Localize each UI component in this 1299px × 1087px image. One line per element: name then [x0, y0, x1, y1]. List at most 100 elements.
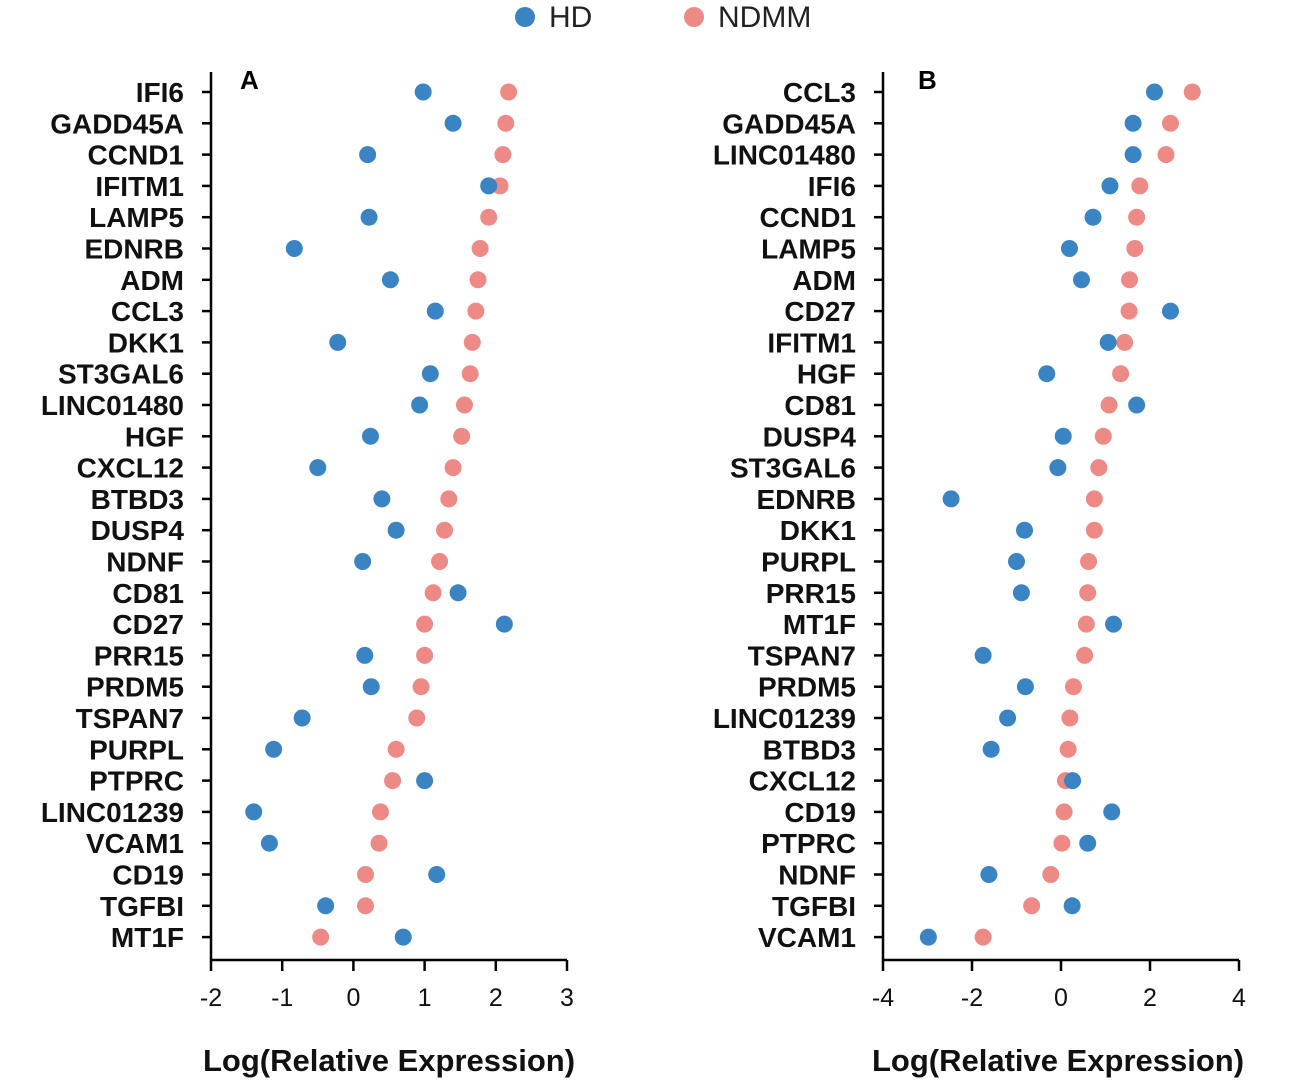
y-tick-label-ccl3: CCL3: [783, 77, 856, 108]
point-ndmm-hgf: [453, 428, 470, 445]
point-ndmm-tgfbi: [357, 897, 374, 914]
point-hd-tgfbi: [1064, 897, 1081, 914]
point-ndmm-st3gal6: [462, 365, 479, 382]
point-hd-dusp4: [1055, 428, 1072, 445]
point-ndmm-linc01239: [372, 803, 389, 820]
legend-marker-hd: [515, 7, 535, 27]
point-hd-ptprc: [1079, 835, 1096, 852]
point-ndmm-vcam1: [371, 835, 388, 852]
point-hd-tgfbi: [317, 897, 334, 914]
point-hd-ccl3: [1146, 84, 1163, 101]
point-hd-cd27: [496, 616, 513, 633]
y-tick-label-linc01239: LINC01239: [41, 797, 184, 828]
point-hd-ndnf: [980, 866, 997, 883]
y-tick-label-cd19: CD19: [784, 797, 856, 828]
y-tick-label-btbd3: BTBD3: [91, 484, 184, 515]
y-tick-label-ednrb: EDNRB: [84, 234, 184, 265]
point-hd-cd81: [1128, 397, 1145, 414]
point-ndmm-tspan7: [408, 710, 425, 727]
point-hd-ptprc: [416, 772, 433, 789]
point-ndmm-ednrb: [1086, 490, 1103, 507]
y-tick-label-tspan7: TSPAN7: [76, 703, 184, 734]
point-ndmm-cd19: [1056, 803, 1073, 820]
point-hd-cxcl12: [309, 459, 326, 476]
point-ndmm-cd81: [1101, 397, 1118, 414]
x-tick-label-0: 0: [1054, 984, 1068, 1012]
y-tick-label-dkk1: DKK1: [780, 515, 856, 546]
point-hd-linc01239: [245, 803, 262, 820]
point-hd-prr15: [1013, 584, 1030, 601]
y-tick-label-gadd45a: GADD45A: [722, 108, 856, 139]
y-tick-label-vcam1: VCAM1: [758, 922, 856, 953]
point-ndmm-ednrb: [472, 240, 489, 257]
y-tick-label-hgf: HGF: [797, 359, 856, 390]
legend: HD NDMM: [515, 1, 811, 34]
point-ndmm-cd27: [1121, 303, 1138, 320]
point-hd-ifitm1: [1100, 334, 1117, 351]
y-tick-label-cd81: CD81: [784, 390, 856, 421]
point-hd-cd19: [1103, 803, 1120, 820]
point-hd-gadd45a: [445, 115, 462, 132]
x-tick-label-2: 2: [489, 984, 503, 1012]
point-hd-dkk1: [1016, 522, 1033, 539]
y-tick-label-cxcl12: CXCL12: [77, 453, 184, 484]
y-tick-label-ifi6: IFI6: [136, 77, 184, 108]
point-hd-vcam1: [261, 835, 278, 852]
point-hd-st3gal6: [1049, 459, 1066, 476]
y-tick-label-ccl3: CCL3: [111, 296, 184, 327]
point-hd-linc01480: [1125, 146, 1142, 163]
point-ndmm-purpl: [1080, 553, 1097, 570]
y-tick-label-lamp5: LAMP5: [761, 234, 856, 265]
point-ndmm-prr15: [416, 647, 433, 664]
panel-b: CCL3GADD45ALINC01480IFI6CCND1LAMP5ADMCD2…: [713, 65, 1246, 1078]
point-ndmm-btbd3: [1060, 741, 1077, 758]
y-tick-label-vcam1: VCAM1: [86, 828, 184, 859]
y-tick-label-lamp5: LAMP5: [89, 202, 184, 233]
point-hd-prr15: [356, 647, 373, 664]
y-tick-label-ednrb: EDNRB: [756, 484, 856, 515]
point-ndmm-purpl: [388, 741, 405, 758]
y-tick-label-cd27: CD27: [784, 296, 856, 327]
point-hd-purpl: [1008, 553, 1025, 570]
point-ndmm-ifi6: [500, 84, 517, 101]
point-hd-dusp4: [388, 522, 405, 539]
y-tick-label-mt1f: MT1F: [111, 922, 184, 953]
y-tick-label-prdm5: PRDM5: [86, 672, 184, 703]
y-tick-label-ptprc: PTPRC: [761, 828, 856, 859]
legend-label-ndmm: NDMM: [718, 1, 811, 34]
point-ndmm-adm: [470, 271, 487, 288]
point-ndmm-tgfbi: [1023, 897, 1040, 914]
point-hd-dkk1: [329, 334, 346, 351]
y-tick-label-tgfbi: TGFBI: [100, 891, 184, 922]
point-ndmm-cd19: [357, 866, 374, 883]
point-hd-tspan7: [294, 710, 311, 727]
point-ndmm-cxcl12: [445, 459, 462, 476]
point-hd-st3gal6: [422, 365, 439, 382]
point-hd-tspan7: [975, 647, 992, 664]
y-tick-label-linc01239: LINC01239: [713, 703, 856, 734]
y-tick-label-cd19: CD19: [112, 860, 184, 891]
x-tick-label-1: 1: [418, 984, 432, 1012]
point-hd-mt1f: [1105, 616, 1122, 633]
point-ndmm-linc01239: [1061, 710, 1078, 727]
point-hd-ifi6: [1101, 177, 1118, 194]
point-ndmm-mt1f: [1078, 616, 1095, 633]
y-tick-label-dusp4: DUSP4: [763, 421, 857, 452]
y-tick-label-cd81: CD81: [112, 578, 184, 609]
y-tick-label-ccnd1: CCND1: [88, 140, 184, 171]
y-tick-label-adm: ADM: [792, 265, 856, 296]
point-hd-lamp5: [1061, 240, 1078, 257]
y-tick-label-st3gal6: ST3GAL6: [730, 453, 856, 484]
y-tick-label-ptprc: PTPRC: [89, 766, 184, 797]
x-tick-label-3: 3: [560, 984, 574, 1012]
y-tick-label-hgf: HGF: [125, 421, 184, 452]
point-ndmm-btbd3: [440, 490, 457, 507]
y-tick-label-cd27: CD27: [112, 609, 184, 640]
y-tick-label-ndnf: NDNF: [778, 860, 856, 891]
y-tick-label-linc01480: LINC01480: [41, 390, 184, 421]
point-ndmm-gadd45a: [1162, 115, 1179, 132]
x-tick-label-4: 4: [1232, 984, 1246, 1012]
point-ndmm-vcam1: [975, 929, 992, 946]
point-ndmm-hgf: [1112, 365, 1129, 382]
point-ndmm-dusp4: [436, 522, 453, 539]
